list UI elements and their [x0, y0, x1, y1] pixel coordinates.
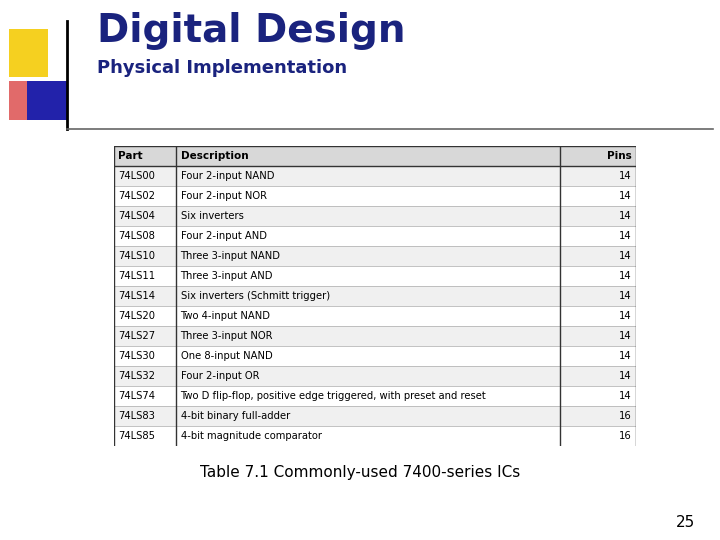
Text: Three 3-input NOR: Three 3-input NOR [181, 330, 273, 341]
Bar [114, 406, 636, 426]
Text: 74LS32: 74LS32 [118, 370, 155, 381]
Bar [114, 266, 636, 286]
Text: 74LS27: 74LS27 [118, 330, 155, 341]
Bar [114, 326, 636, 346]
Text: 74LS02: 74LS02 [118, 191, 155, 201]
Text: 74LS14: 74LS14 [118, 291, 155, 301]
Bar [114, 306, 636, 326]
Bar [114, 246, 636, 266]
Text: 14: 14 [619, 171, 631, 181]
Text: 74LS00: 74LS00 [118, 171, 155, 181]
Text: 4-bit binary full-adder: 4-bit binary full-adder [181, 410, 290, 421]
Text: 16: 16 [618, 430, 631, 441]
Text: Four 2-input NOR: Four 2-input NOR [181, 191, 266, 201]
Text: Three 3-input NAND: Three 3-input NAND [181, 251, 281, 261]
Text: Three 3-input AND: Three 3-input AND [181, 271, 273, 281]
Bar [114, 226, 636, 246]
Bar [114, 386, 636, 406]
Text: Four 2-input OR: Four 2-input OR [181, 370, 259, 381]
Text: 16: 16 [618, 410, 631, 421]
Text: Description: Description [181, 151, 248, 161]
Text: 14: 14 [619, 330, 631, 341]
Bar [114, 146, 636, 166]
Text: 14: 14 [619, 390, 631, 401]
Text: Two D flip-flop, positive edge triggered, with preset and reset: Two D flip-flop, positive edge triggered… [181, 390, 486, 401]
Text: Two 4-input NAND: Two 4-input NAND [181, 310, 271, 321]
Text: 4-bit magnitude comparator: 4-bit magnitude comparator [181, 430, 322, 441]
Text: 74LS08: 74LS08 [118, 231, 155, 241]
Text: 14: 14 [619, 191, 631, 201]
Text: Part: Part [118, 151, 143, 161]
Bar [114, 286, 636, 306]
Bar [114, 206, 636, 226]
Text: 74LS85: 74LS85 [118, 430, 155, 441]
Text: 14: 14 [619, 291, 631, 301]
Text: 74LS10: 74LS10 [118, 251, 155, 261]
Text: 14: 14 [619, 231, 631, 241]
Text: Table 7.1 Commonly-used 7400-series ICs: Table 7.1 Commonly-used 7400-series ICs [200, 464, 520, 480]
Text: One 8-input NAND: One 8-input NAND [181, 350, 272, 361]
Bar [114, 366, 636, 386]
Bar [114, 166, 636, 186]
Text: Four 2-input NAND: Four 2-input NAND [181, 171, 274, 181]
Text: Pins: Pins [607, 151, 631, 161]
Text: 74LS11: 74LS11 [118, 271, 155, 281]
Bar [114, 426, 636, 446]
Text: 74LS30: 74LS30 [118, 350, 155, 361]
Text: 74LS20: 74LS20 [118, 310, 155, 321]
Text: Physical Implementation: Physical Implementation [97, 59, 347, 77]
Text: 14: 14 [619, 370, 631, 381]
Text: 74LS83: 74LS83 [118, 410, 155, 421]
Text: 14: 14 [619, 350, 631, 361]
Text: Digital Design: Digital Design [97, 12, 405, 50]
Text: 14: 14 [619, 271, 631, 281]
Text: 74LS04: 74LS04 [118, 211, 155, 221]
Text: 14: 14 [619, 211, 631, 221]
Text: 14: 14 [619, 310, 631, 321]
Text: 74LS74: 74LS74 [118, 390, 155, 401]
Text: 25: 25 [675, 515, 695, 530]
Bar [114, 186, 636, 206]
Text: Four 2-input AND: Four 2-input AND [181, 231, 266, 241]
Text: 14: 14 [619, 251, 631, 261]
Bar [114, 346, 636, 366]
Text: Six inverters: Six inverters [181, 211, 243, 221]
Text: Six inverters (Schmitt trigger): Six inverters (Schmitt trigger) [181, 291, 330, 301]
